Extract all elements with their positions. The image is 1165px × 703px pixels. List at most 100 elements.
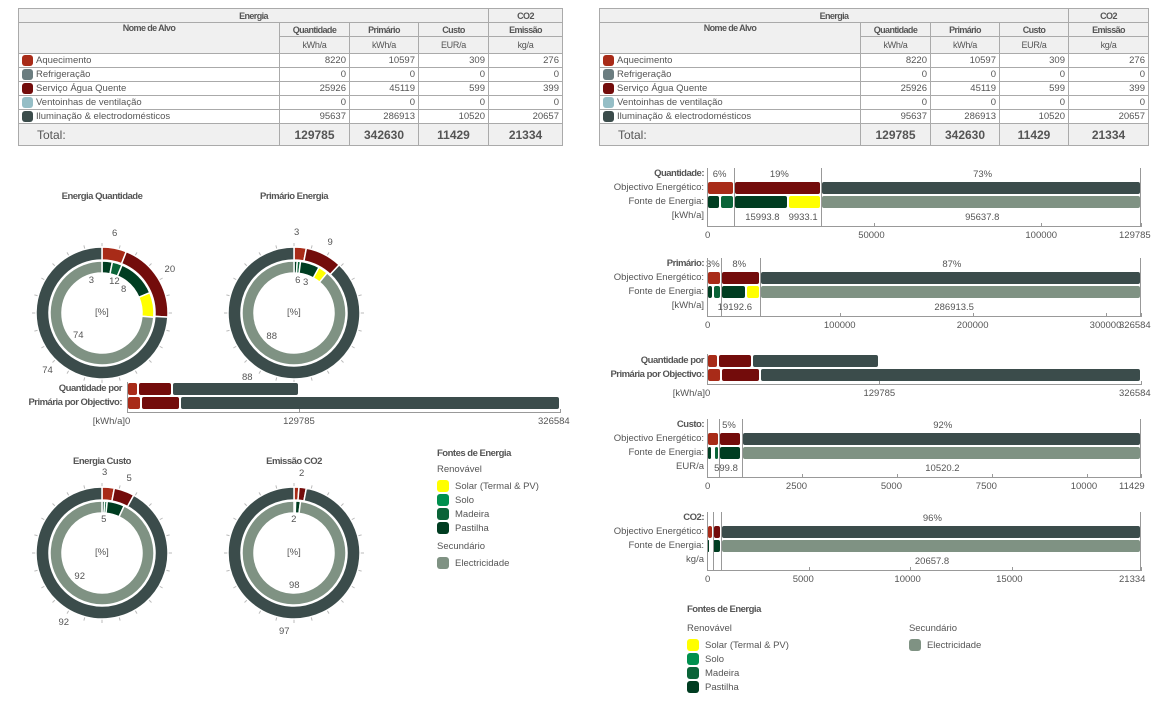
- cell-value: 45119: [349, 81, 419, 96]
- cell-value: 0: [860, 95, 931, 110]
- cell-value: 25926: [279, 81, 350, 96]
- bar-segment-iluminacao: [752, 354, 880, 368]
- x-tick-label: 0: [705, 320, 711, 331]
- color-swatch-icon: [22, 110, 33, 122]
- legend-group-secundario: Secundário Electricidade: [908, 620, 981, 694]
- legend-swatch-icon: [437, 494, 449, 506]
- objectivo-segment-servico: [720, 271, 760, 285]
- target-label: Refrigeração: [617, 69, 672, 80]
- legend-label: Pastilha: [705, 681, 739, 693]
- axis-start-line: [707, 512, 708, 570]
- legend-item: Solo: [687, 652, 789, 666]
- legend-swatch-icon: [687, 653, 699, 665]
- bar-segment-servico: [720, 368, 760, 382]
- bar-segment-servico: [140, 396, 180, 410]
- x-axis-line: [707, 316, 1141, 317]
- legend-title: Fontes de Energia: [687, 604, 761, 615]
- cell-value: 276: [488, 53, 563, 68]
- x-tick-label: 0: [705, 230, 711, 241]
- objectivo-segment-aquecimento: [707, 432, 719, 446]
- percent-label: 3%: [705, 259, 720, 270]
- legend-swatch-icon: [437, 522, 449, 534]
- total-label: Total:: [599, 123, 861, 146]
- source-value-label: 286913.5: [934, 302, 974, 313]
- objectivo-segment-aquecimento: [707, 271, 721, 285]
- cell-value: 8220: [860, 53, 931, 68]
- x-tick-label: 5000: [792, 574, 814, 585]
- legend-right: Fontes de Energia Renovável Solar (Termal …: [687, 604, 1087, 694]
- legend-item: Solo: [437, 493, 577, 507]
- column-unit: kWh/a: [930, 36, 1000, 54]
- legend-swatch-icon: [908, 639, 921, 651]
- source-value-label: 599.8: [714, 463, 738, 474]
- total-row: Total: 129785 342630 11429 21334: [18, 123, 563, 146]
- cell-value: 0: [860, 67, 931, 82]
- x-axis-tick: [299, 409, 301, 413]
- color-swatch-icon: [603, 68, 614, 80]
- cell-value: 0: [279, 95, 350, 110]
- total-value: 11429: [999, 123, 1069, 146]
- bar-segment-aquecimento: [127, 396, 141, 410]
- cell-value: 0: [349, 95, 419, 110]
- x-axis-line: [127, 412, 560, 413]
- legend-label: Solar (Termal & PV): [455, 480, 539, 492]
- percent-label: 96%: [922, 513, 942, 524]
- outer-segment-iluminacao: [35, 486, 169, 620]
- x-axis-tick: [1141, 567, 1142, 571]
- objectivo-segment-iluminacao: [720, 525, 1141, 539]
- legend-subtitle: Renovável: [687, 623, 732, 634]
- total-value: 342630: [349, 123, 419, 146]
- source-value-label: 20657.8: [914, 556, 950, 567]
- left-compare-chart: Quantidade por Primária por Objectivo: 0 12…: [0, 380, 570, 430]
- donut-title: Emissão CO2: [266, 456, 322, 467]
- cell-value: 95637: [860, 109, 931, 124]
- fonte-segment-pastilha: [720, 285, 747, 299]
- inner-value-label: 5: [101, 514, 107, 526]
- legend-swatch-icon: [687, 667, 699, 679]
- fonte-segment-solar: [746, 285, 760, 299]
- legend-label: Madeira: [705, 667, 740, 679]
- donut-energia-custo: [32, 483, 172, 623]
- target-name: Iluminação & electrodomésticos: [599, 109, 861, 124]
- x-tick-label: 326584: [538, 416, 570, 427]
- x-axis-tick: [1086, 474, 1088, 478]
- energy-table: Energia CO2 Nome de Alvo Quantidade Primário…: [599, 8, 1149, 146]
- table-row: Iluminação & electrodomésticos 95637 28691…: [599, 109, 1149, 124]
- cell-value: 20657: [488, 109, 563, 124]
- percent-label: 19%: [769, 169, 789, 180]
- row-label: Quantidade por: [640, 355, 705, 366]
- inner-segment-electricidade: [241, 500, 347, 606]
- x-axis-tick: [1105, 313, 1107, 317]
- outer-value-label: 20: [164, 264, 176, 276]
- total-label: Total:: [18, 123, 280, 146]
- row-label: Primária por Objectivo:: [610, 369, 704, 380]
- inner-segment-electricidade: [241, 260, 347, 366]
- percent-label: 5%: [722, 420, 736, 431]
- percent-label: 6%: [712, 169, 727, 180]
- x-tick-label: 0: [125, 416, 131, 427]
- source-value-label: 9933.1: [788, 212, 818, 223]
- cell-value: 276: [1068, 53, 1149, 68]
- primario-bar-chart: Primário: Objectivo Energético: Fonte de E…: [600, 258, 1151, 336]
- outer-value-label: 97: [278, 626, 290, 638]
- legend-item: Madeira: [437, 507, 577, 521]
- color-swatch-icon: [22, 54, 33, 66]
- cell-value: 599: [999, 81, 1069, 96]
- x-tick-label: 129785: [1119, 230, 1151, 241]
- x-axis-tick: [879, 381, 881, 385]
- legend-title: Fontes de Energia: [437, 448, 511, 459]
- fonte-segment-pastilha: [712, 539, 721, 553]
- legend-swatch-icon: [687, 681, 699, 693]
- axis-start-line: [707, 258, 708, 316]
- total-value: 21334: [488, 123, 563, 146]
- target-label: Aquecimento: [36, 55, 92, 66]
- chart-title: CO2:: [683, 512, 704, 523]
- co2-bar-chart: CO2: Objectivo Energético: Fonte de Energi…: [600, 512, 1150, 590]
- donut-title: Energia Custo: [73, 456, 131, 467]
- legend-subtitle: Renovável: [437, 464, 482, 475]
- chart-title: Primário:: [666, 258, 705, 269]
- objectivo-segment-iluminacao: [741, 432, 1141, 446]
- cell-value: 45119: [930, 81, 1000, 96]
- divider-line: [720, 512, 722, 570]
- x-tick-label: 15000: [996, 574, 1023, 585]
